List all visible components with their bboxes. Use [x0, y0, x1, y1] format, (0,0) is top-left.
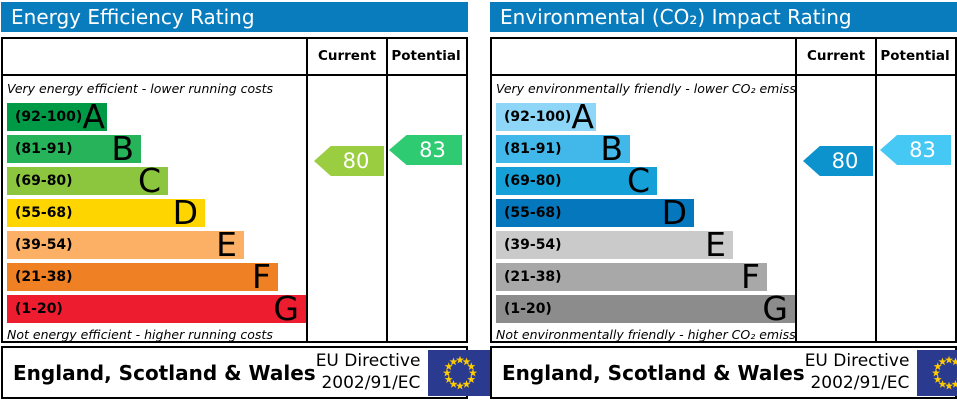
band-letter: E [216, 225, 237, 264]
band-letter: F [741, 257, 760, 296]
band-f: (21-38) F [496, 257, 767, 296]
current-column-header: Current [806, 48, 866, 64]
band-letter: C [137, 161, 161, 200]
band-range-label: (92-100) [504, 109, 572, 125]
band-letter: D [661, 193, 687, 232]
band-letter: D [172, 193, 198, 232]
band-a: (92-100) A [7, 97, 107, 136]
band-range-label: (39-54) [15, 237, 73, 253]
band-d: (55-68) D [7, 193, 205, 232]
column-divider [306, 39, 308, 341]
band-range-label: (39-54) [504, 237, 562, 253]
environmental-panel-footer: England, Scotland & Wales EU Directive 2… [490, 346, 957, 399]
eu-flag-icon [917, 349, 957, 396]
band-b: (81-91) B [7, 129, 141, 168]
band-range-label: (1-20) [504, 301, 552, 317]
bottom-caption: Not environmentally friendly - higher CO… [496, 327, 795, 341]
environmental-panel-title: Environmental (CO₂) Impact Rating [490, 2, 957, 32]
band-range-label: (69-80) [15, 173, 73, 189]
eu-directive-line2: 2002/91/EC [321, 372, 421, 393]
band-letter: B [600, 129, 623, 168]
band-c: (69-80) C [7, 161, 168, 200]
band-c: (69-80) C [496, 161, 657, 200]
potential-rating-arrow: 83 [880, 135, 951, 165]
energy-efficiency-panel: Energy Efficiency Rating Current Potenti… [1, 2, 493, 399]
eu-directive-line2: 2002/91/EC [810, 372, 910, 393]
band-letter: E [705, 225, 726, 264]
band-a: (92-100) A [496, 97, 596, 136]
table-header-row [3, 39, 466, 76]
band-range-label: (81-91) [504, 141, 562, 157]
band-range-label: (81-91) [15, 141, 73, 157]
energy-panel-footer: England, Scotland & Wales EU Directive 2… [1, 346, 493, 399]
band-letter: B [111, 129, 134, 168]
band-letter: G [762, 289, 788, 328]
band-g: (1-20) G [7, 289, 306, 328]
band-range-label: (69-80) [504, 173, 562, 189]
current-rating-arrow: 80 [803, 146, 873, 176]
energy-rating-table: Current Potential Very energy efficient … [1, 37, 468, 343]
eu-directive-label: EU Directive 2002/91/EC [805, 351, 918, 394]
top-caption: Very environmentally friendly - lower CO… [496, 81, 795, 96]
band-range-label: (1-20) [15, 301, 63, 317]
top-caption: Very energy efficient - lower running co… [7, 81, 274, 96]
current-column-header: Current [317, 48, 377, 64]
band-range-label: (92-100) [15, 109, 83, 125]
eu-directive-line1: EU Directive [804, 351, 910, 372]
region-label: England, Scotland & Wales [502, 360, 805, 385]
band-range-label: (55-68) [15, 205, 73, 221]
potential-rating-arrow: 83 [389, 135, 462, 165]
band-range-label: (21-38) [504, 269, 562, 285]
environmental-band-scale: Very environmentally friendly - lower CO… [492, 76, 795, 341]
band-b: (81-91) B [496, 129, 630, 168]
region-label: England, Scotland & Wales [13, 360, 316, 385]
band-e: (39-54) E [496, 225, 733, 264]
band-letter: G [273, 289, 299, 328]
band-range-label: (21-38) [15, 269, 73, 285]
bottom-caption: Not energy efficient - higher running co… [7, 327, 273, 341]
eu-directive-line1: EU Directive [315, 351, 421, 372]
band-g: (1-20) G [496, 289, 795, 328]
band-letter: C [626, 161, 650, 200]
potential-column-header: Potential [391, 48, 461, 64]
potential-column-header: Potential [880, 48, 950, 64]
table-header-row [492, 39, 955, 76]
column-divider [386, 39, 388, 341]
band-f: (21-38) F [7, 257, 278, 296]
energy-panel-title: Energy Efficiency Rating [1, 2, 468, 32]
energy-band-scale: Very energy efficient - lower running co… [3, 76, 306, 341]
eu-directive-label: EU Directive 2002/91/EC [316, 351, 429, 394]
band-d: (55-68) D [496, 193, 694, 232]
band-letter: A [571, 97, 594, 136]
eu-flag-icon [428, 349, 493, 396]
band-letter: F [252, 257, 271, 296]
current-rating-arrow: 80 [314, 146, 384, 176]
band-letter: A [82, 97, 105, 136]
column-divider [875, 39, 877, 341]
column-divider [795, 39, 797, 341]
band-e: (39-54) E [7, 225, 244, 264]
band-range-label: (55-68) [504, 205, 562, 221]
environmental-impact-panel: Environmental (CO₂) Impact Rating Curren… [490, 2, 957, 399]
environmental-rating-table: Current Potential Very environmentally f… [490, 37, 957, 343]
